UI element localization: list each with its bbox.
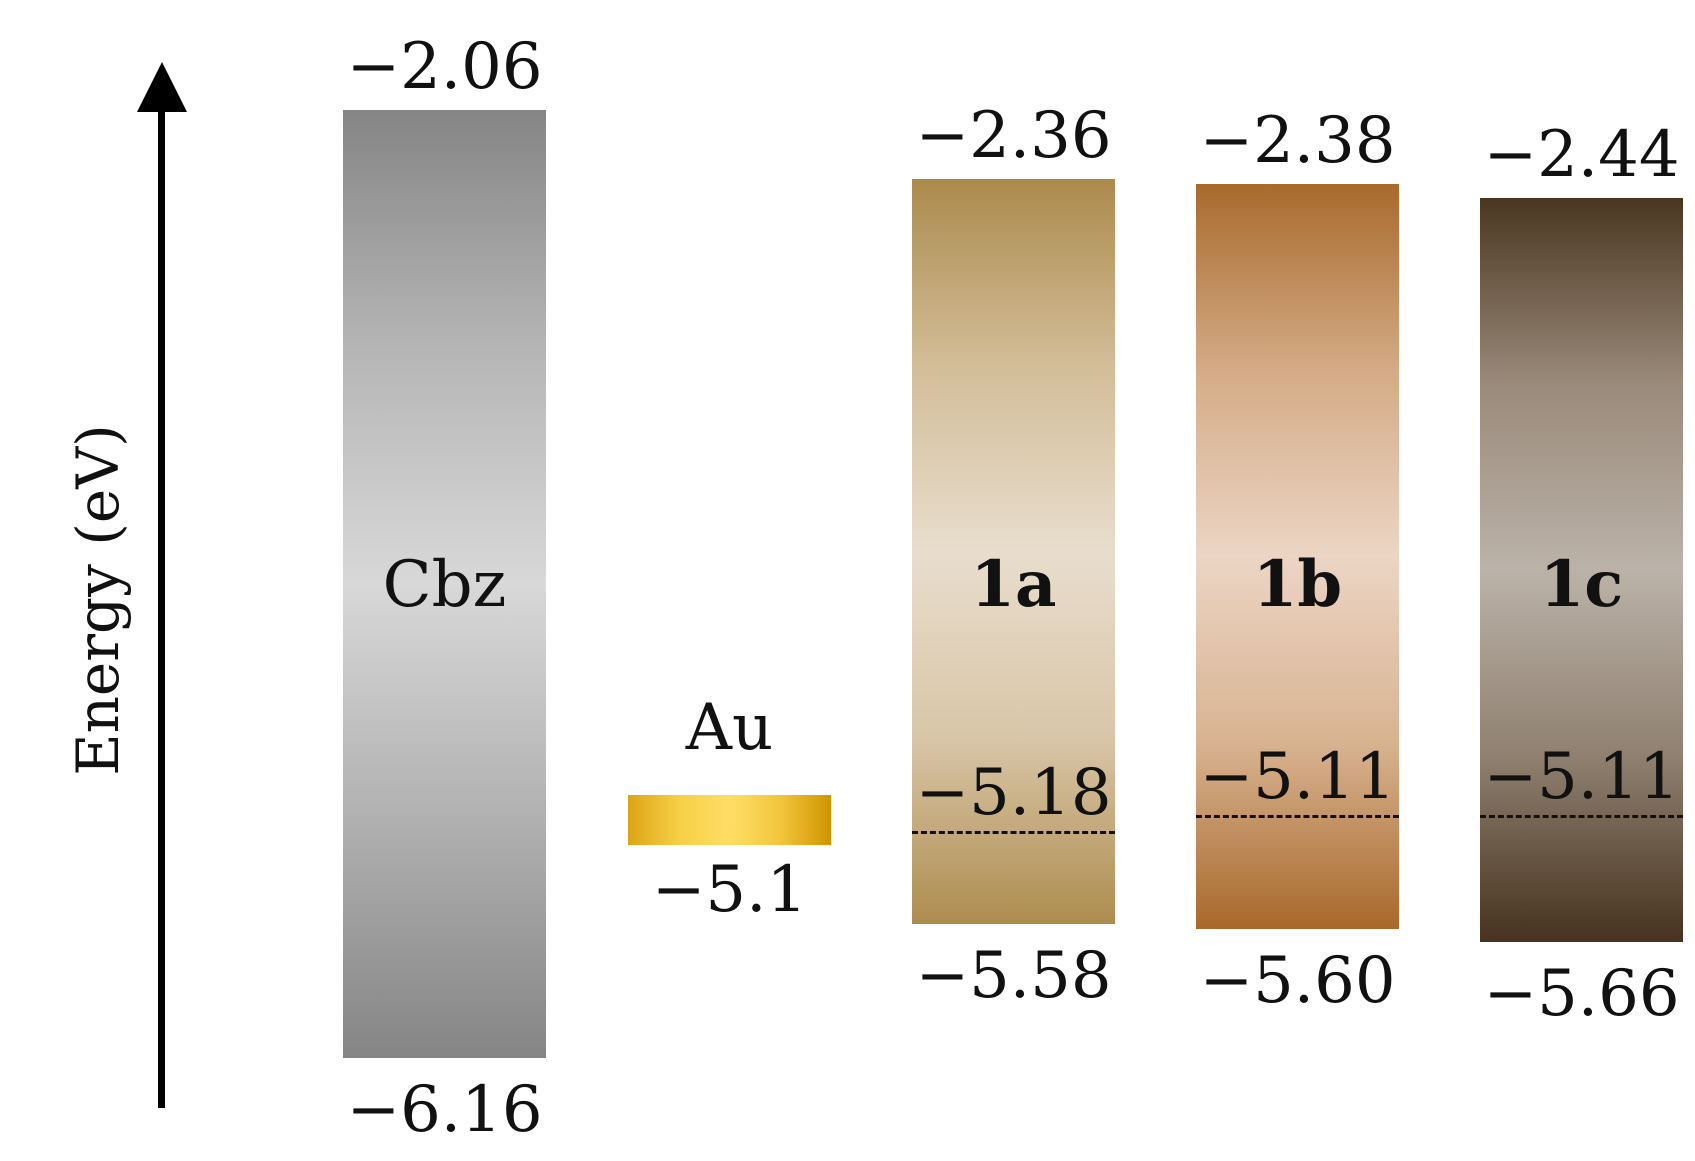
1c-name-label: 1c [1539,547,1624,622]
1b-fermi-level-label: −5.11 [1199,740,1396,815]
1b-lumo-label: −2.38 [1199,103,1396,178]
1c-fermi-level-line [1480,815,1683,819]
energy-axis-title: Energy (eV) [64,424,132,776]
1c-band-bar [1480,197,1683,943]
1b-band-bar [1196,183,1399,929]
1b-fermi-level-line [1196,815,1399,819]
1a-name-label: 1a [970,547,1057,622]
1a-lumo-label: −2.36 [915,99,1112,174]
energy-axis-arrowhead [137,62,187,112]
1c-lumo-label: −2.44 [1483,117,1680,192]
1a-fermi-level-label: −5.18 [915,756,1112,831]
cbz-band-bar [343,110,546,1058]
1b-homo-label: −5.60 [1199,943,1396,1018]
energy-axis-line [158,110,165,1108]
au-work-function-bar [628,794,831,845]
au-work-function-label: −5.1 [651,852,808,927]
1c-homo-label: −5.66 [1483,957,1680,1032]
1a-band-bar [912,179,1115,924]
au-name-label: Au [685,690,774,765]
cbz-homo-label: −6.16 [346,1073,543,1147]
cbz-name-label: Cbz [382,548,507,622]
cbz-lumo-label: −2.06 [346,30,543,104]
1a-homo-label: −5.58 [915,938,1112,1013]
1b-name-label: 1b [1252,547,1343,622]
1c-fermi-level-label: −5.11 [1483,740,1680,815]
1a-fermi-level-line [912,831,1115,835]
